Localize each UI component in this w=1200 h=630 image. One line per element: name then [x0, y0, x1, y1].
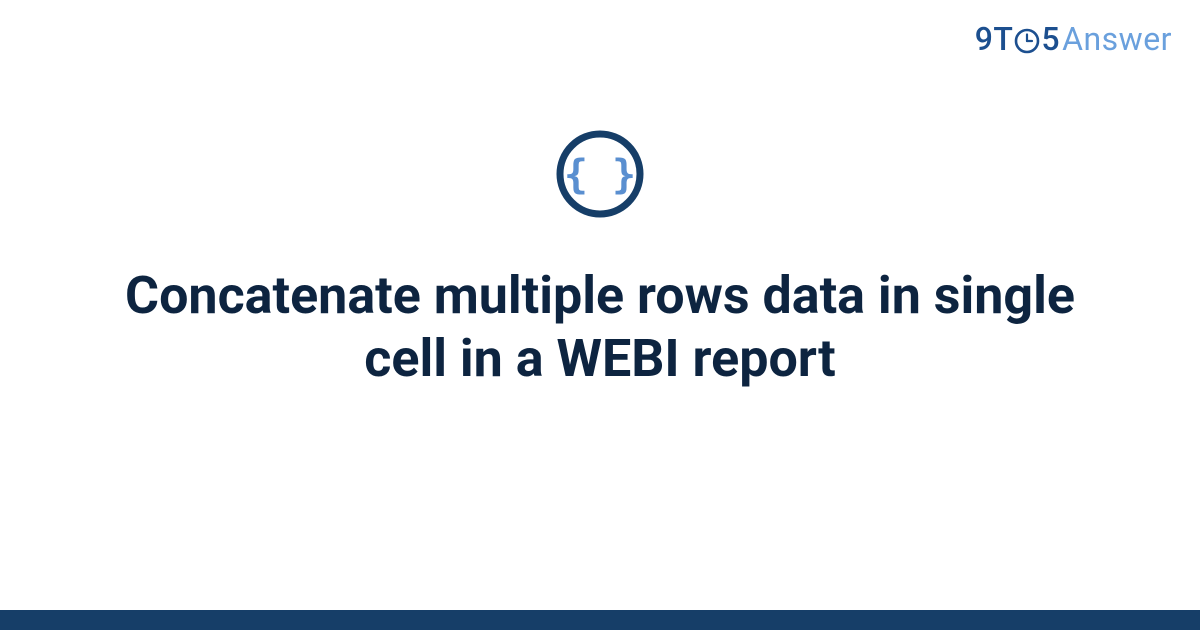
logo-text-9: 9: [975, 20, 994, 58]
site-logo: 9 T 5 Answer: [975, 20, 1172, 58]
bottom-accent-bar: [0, 610, 1200, 630]
page-title: Concatenate multiple rows data in single…: [80, 264, 1120, 391]
braces-icon: { }: [554, 128, 646, 220]
logo-text-t: T: [993, 20, 1013, 58]
clock-icon: [1014, 28, 1040, 54]
svg-text:{ }: { }: [564, 152, 636, 198]
logo-text-answer: Answer: [1062, 20, 1172, 58]
logo-text-5: 5: [1041, 20, 1060, 58]
